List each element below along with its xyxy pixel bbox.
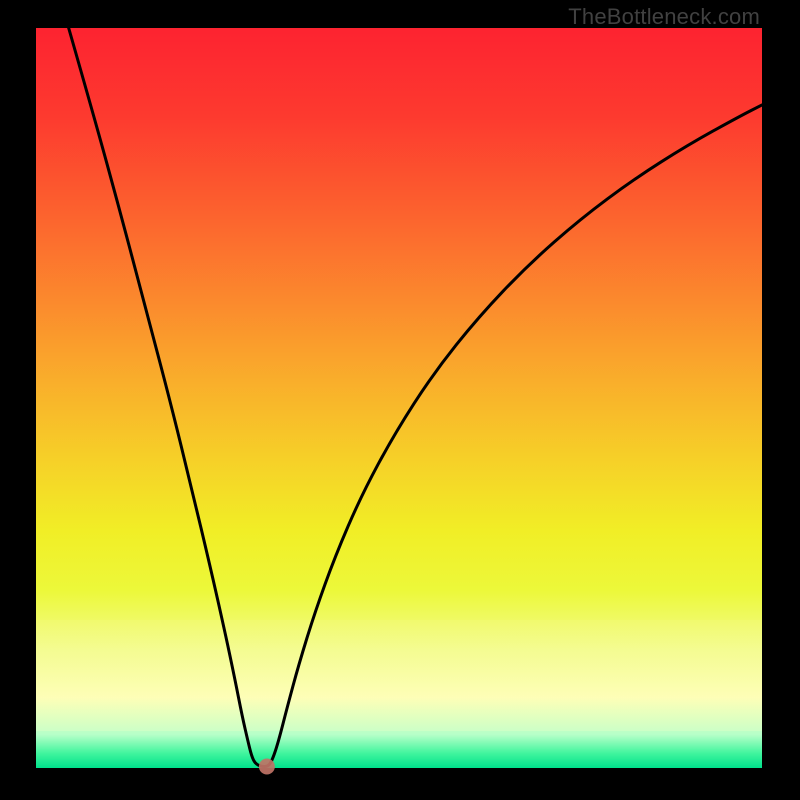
watermark-text: TheBottleneck.com (568, 4, 760, 30)
optimal-point-marker (259, 759, 275, 775)
bottleneck-chart (0, 0, 800, 800)
highlight-band (36, 620, 762, 731)
chart-frame: TheBottleneck.com (0, 0, 800, 800)
